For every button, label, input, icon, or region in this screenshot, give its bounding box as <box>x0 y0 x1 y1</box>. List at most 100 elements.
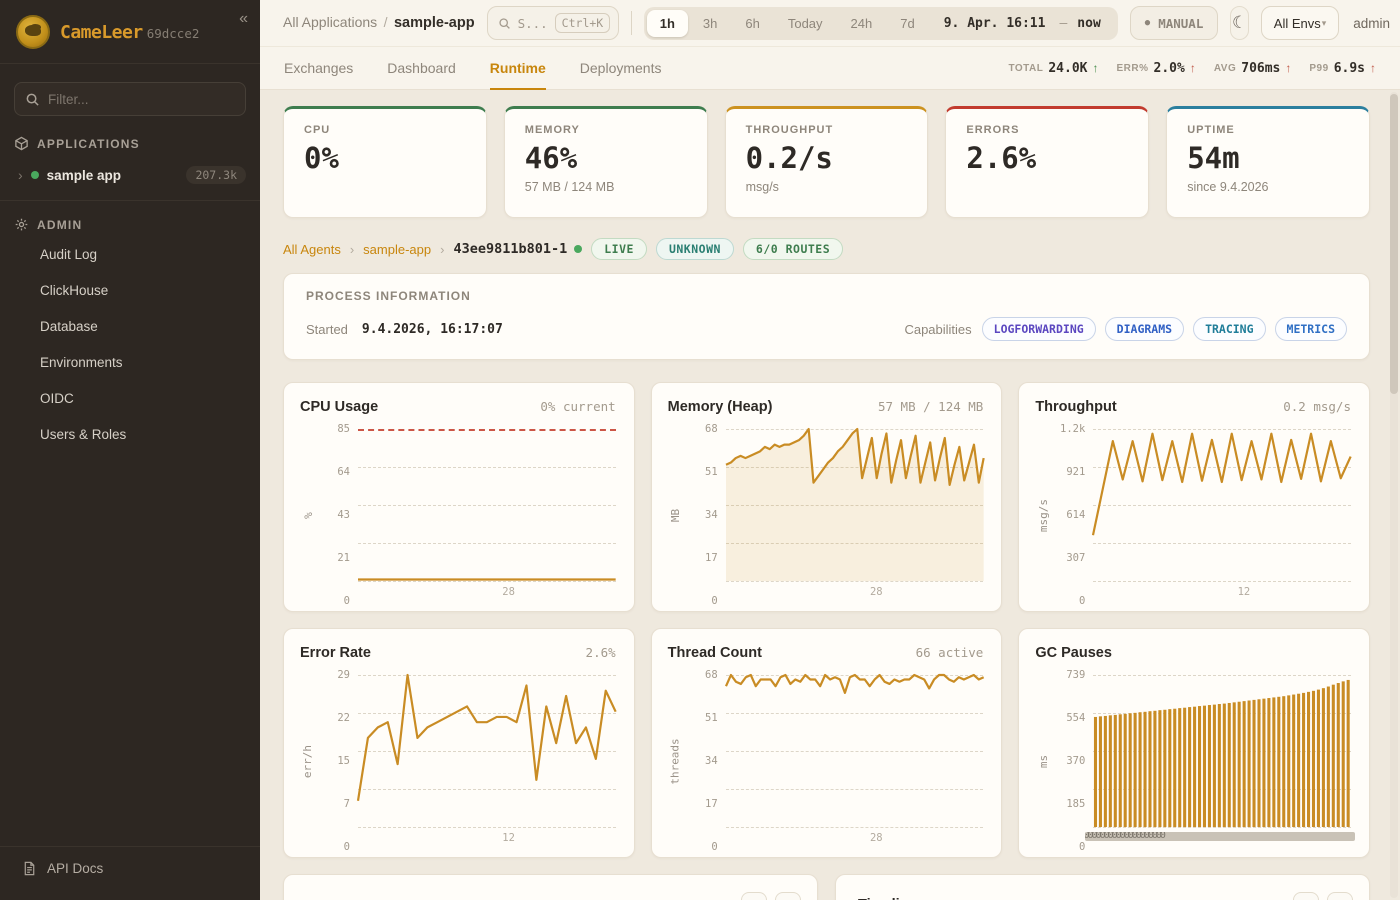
charts-grid-row-1: CPU Usage 0% current% 85 64 43 21 0 28 Memory (… <box>283 382 1370 612</box>
capabilities-label: Capabilities <box>904 321 972 337</box>
chevron-right-icon[interactable]: › <box>18 167 23 183</box>
user-label[interactable]: admin <box>1353 15 1390 31</box>
trend-up-icon: ↑ <box>1370 61 1376 75</box>
x-axis-overflow-labels: 2000000000000000000000000000 <box>1085 832 1355 841</box>
chart-plot-area <box>1093 429 1351 582</box>
download-button[interactable]: ↓ <box>741 892 767 900</box>
capability-badge: METRICS <box>1274 317 1347 341</box>
stat-total: TOTAL 24.0K ↑ <box>1008 60 1099 76</box>
filter-placeholder: Filter... <box>48 91 89 107</box>
sidebar-item-environments[interactable]: Environments <box>40 355 123 370</box>
x-axis-tick <box>1093 827 1351 847</box>
sidebar-section-admin: ADMIN <box>0 201 260 240</box>
chevron-down-icon: ▾ <box>1321 17 1327 28</box>
sidebar-filter-input[interactable]: Filter... <box>14 82 246 116</box>
time-range-today[interactable]: Today <box>775 10 836 37</box>
breadcrumb: All Applications / sample-app <box>283 14 475 31</box>
sidebar-item-database[interactable]: Database <box>40 319 98 334</box>
time-range-to[interactable]: now <box>1077 15 1101 31</box>
metric-cards-row: CPU 0% MEMORY 46% 57 MB / 124 MB THROUGHPUT 0.… <box>283 106 1370 218</box>
download-button[interactable]: ↓ <box>1293 892 1319 900</box>
sidebar-item-users-roles[interactable]: Users & Roles <box>40 427 127 442</box>
y-axis-ticks: 739 554 370 185 0 <box>1066 669 1086 853</box>
chart-current-value: 57 MB / 124 MB <box>877 399 984 414</box>
sidebar-logo-row: CameLeer 69dcce2 « <box>0 0 260 64</box>
env-select[interactable]: All Envs ▾ <box>1260 6 1340 40</box>
chart-plot-area: 2000000000000000000000000000 <box>1085 675 1355 841</box>
y-axis-label: ms <box>1036 754 1050 768</box>
tab-runtime[interactable]: Runtime <box>489 47 546 90</box>
chart-title: CPU Usage <box>300 399 379 415</box>
agent-live-dot <box>574 245 583 253</box>
summary-stats: TOTAL 24.0K ↑ ERR% 2.0% ↑ AVG 706ms ↑ P99 6.9s ↑ <box>1008 47 1376 89</box>
sidebar-divider <box>0 200 260 201</box>
application-log-title: APPLICATION LOG <box>306 892 435 900</box>
process-information-panel: PROCESS INFORMATION Started 9.4.2026, 16… <box>283 273 1370 360</box>
search-input[interactable]: S... Ctrl+K <box>486 6 620 40</box>
status-dot <box>30 171 39 179</box>
sidebar: CameLeer 69dcce2 « Filter... APPLICATIONS… <box>0 0 260 900</box>
sidebar-item-api-docs[interactable]: API Docs <box>0 846 260 900</box>
metric-card-throughput: THROUGHPUT 0.2/s msg/s <box>724 106 929 218</box>
trend-up-icon: ↑ <box>1189 61 1196 75</box>
chart-current-value: 2.6% <box>585 645 616 660</box>
chart-current-value: 0% current <box>540 399 616 414</box>
capability-badge: TRACING <box>1193 317 1266 341</box>
refresh-button[interactable]: ⟳ <box>775 892 801 900</box>
breadcrumb-current: sample-app <box>393 15 475 31</box>
time-range-from[interactable]: 9. Apr. 16:11 <box>943 15 1046 31</box>
topbar-divider <box>631 11 632 35</box>
refresh-button[interactable]: ⟳ <box>1327 892 1353 900</box>
capability-badge: DIAGRAMS <box>1104 317 1185 341</box>
breadcrumb-root[interactable]: All Applications <box>283 14 378 30</box>
charts-grid-row-2: Error Rate 2.6% err/h 29 22 15 7 0 12 Thread Cou… <box>283 628 1370 858</box>
sidebar-item-clickhouse[interactable]: ClickHouse <box>40 283 109 298</box>
tab-deployments[interactable]: Deployments <box>579 59 662 76</box>
refresh-icon: ⟳ <box>783 897 794 900</box>
y-axis-ticks: 68 51 34 17 0 <box>705 669 718 853</box>
application-log-panel: APPLICATION LOG 100 entries ↓ ⟳ <box>283 874 818 900</box>
agents-link[interactable]: All Agents <box>283 241 341 257</box>
started-value: 9.4.2026, 16:17:07 <box>361 321 503 337</box>
time-range-3h[interactable]: 3h <box>690 10 730 37</box>
trend-up-icon: ↑ <box>1285 61 1292 75</box>
scrollbar-track[interactable] <box>1390 92 1398 898</box>
dark-mode-toggle[interactable]: ☾ <box>1230 6 1249 40</box>
chart-thread-count: Thread Count 66 active threads 68 51 34 17 0 28 <box>650 628 1003 858</box>
tab-dashboard[interactable]: Dashboard <box>387 59 456 76</box>
gear-icon <box>15 218 28 231</box>
y-axis-ticks: 85 64 43 21 0 <box>337 423 350 607</box>
sidebar-collapse-icon[interactable]: « <box>239 10 248 27</box>
sidebar-item-sample-app[interactable]: › sample app 207.3k <box>0 159 260 194</box>
bottom-panels: APPLICATION LOG 100 entries ↓ ⟳ Timeline… <box>283 874 1370 900</box>
tab-exchanges[interactable]: Exchanges <box>284 59 354 76</box>
timeline-title: Timeline <box>858 892 917 900</box>
chart-throughput: Throughput 0.2 msg/s msg/s 1.2k 921 614 307 0 12 <box>1018 382 1370 612</box>
metric-card-errors: ERRORS 2.6% <box>945 106 1150 218</box>
scrollbar-thumb[interactable] <box>1390 94 1398 394</box>
time-range-7d[interactable]: 7d <box>887 10 927 37</box>
sidebar-section-applications: APPLICATIONS <box>0 120 260 159</box>
search-icon <box>498 17 510 29</box>
timeline-panel: Timeline 4 events ↓ ⟳ <box>835 874 1370 900</box>
time-range-24h[interactable]: 24h <box>838 10 886 37</box>
y-axis-label: err/h <box>301 744 315 778</box>
log-entries-count: 100 entries <box>648 898 731 900</box>
app-name: sample app <box>46 167 121 183</box>
capabilities-group: Capabilities LOGFORWARDING DIAGRAMS TRACIN… <box>904 317 1347 341</box>
y-axis-label: threads <box>669 737 683 785</box>
sidebar-item-audit-log[interactable]: Audit Log <box>40 247 98 262</box>
agent-app-link[interactable]: sample-app <box>363 241 432 257</box>
time-range-6h[interactable]: 6h <box>732 10 772 37</box>
capability-badge: LOGFORWARDING <box>981 317 1096 341</box>
time-range-1h[interactable]: 1h <box>646 9 688 37</box>
document-icon <box>24 861 35 876</box>
sidebar-item-oidc[interactable]: OIDC <box>40 391 74 406</box>
time-range-dash: — <box>1059 15 1068 31</box>
x-axis-tick: 28 <box>869 832 883 844</box>
status-badge: UNKNOWN <box>655 238 734 260</box>
manual-refresh-button[interactable]: ● MANUAL <box>1129 6 1219 40</box>
status-badge: 6/0 ROUTES <box>742 238 844 260</box>
topbar: All Applications / sample-app S... Ctrl+… <box>260 0 1400 47</box>
status-badge: LIVE <box>591 238 647 260</box>
